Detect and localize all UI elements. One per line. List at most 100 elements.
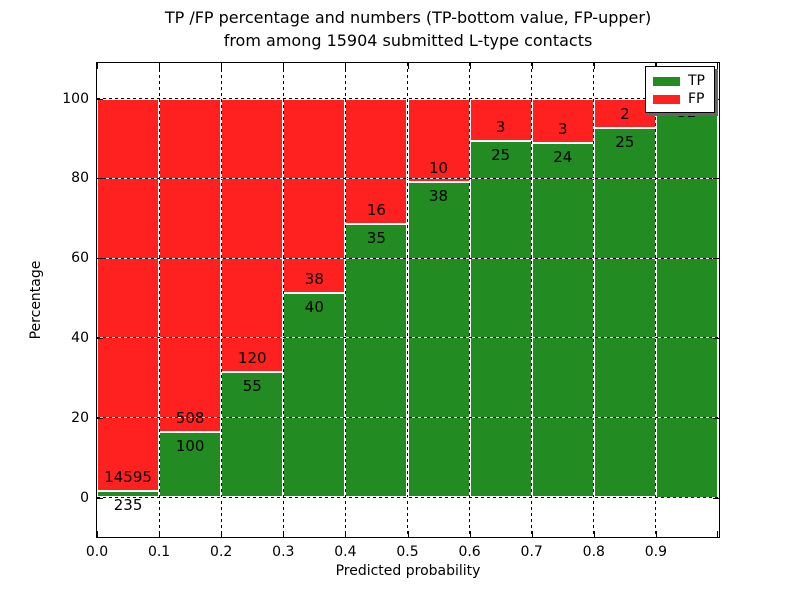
bar-label-fp: 120 — [237, 349, 267, 368]
bar-segment-tp — [345, 223, 408, 498]
bar-label-fp: 3 — [495, 118, 506, 137]
y-tick-mark — [713, 417, 719, 419]
x-tick-label: 0.6 — [458, 544, 481, 560]
x-tick-mark — [469, 531, 471, 537]
x-tick-label: 0.5 — [396, 544, 419, 560]
x-tick-mark — [717, 531, 718, 537]
bar-label-tp: 25 — [491, 146, 511, 165]
bar-segment-tp — [407, 181, 470, 498]
bar-segment-tp — [531, 142, 594, 498]
y-axis-label: Percentage — [28, 260, 44, 340]
bar-segment-fp — [221, 98, 284, 373]
y-tick-label: 0 — [80, 489, 89, 506]
plot-area: 235 14595 100 508 55 120 40 38 35 16 38 10 25 3 24 3 25 2… — [62, 62, 720, 560]
x-axis-label: Predicted probability — [335, 563, 481, 579]
bar-label-tp: 25 — [615, 133, 635, 152]
gridline-vertical — [344, 63, 346, 536]
x-tick-mark — [283, 63, 285, 69]
bar-label-tp: 100 — [175, 436, 205, 455]
bar-segment-fp — [283, 98, 346, 293]
bar-label-fp: 16 — [366, 200, 386, 219]
bar-segment-tp — [221, 372, 284, 498]
bar-label-tp: 235 — [113, 496, 143, 515]
x-tick-mark — [469, 63, 471, 69]
x-tick-mark — [97, 63, 98, 69]
y-tick-mark — [713, 98, 719, 100]
x-tick-label: 0.9 — [644, 544, 668, 560]
x-tick-mark — [407, 63, 409, 69]
gridline-horizontal — [97, 497, 718, 498]
gridline-vertical — [469, 63, 471, 536]
x-tick-mark — [159, 63, 161, 69]
gridline-vertical — [282, 63, 284, 536]
y-tick-label: 100 — [62, 90, 89, 107]
y-tick-mark — [97, 98, 103, 100]
gridline-vertical — [593, 63, 595, 536]
legend-swatch-fp-icon — [653, 94, 680, 104]
x-tick-label: 0.8 — [582, 544, 605, 560]
bar-segment-fp — [407, 98, 470, 182]
y-tick-label: 80 — [71, 170, 89, 187]
bar-segment-tp — [159, 431, 222, 498]
gridline-horizontal — [97, 337, 718, 339]
bar-segment-fp — [345, 98, 408, 224]
chart-title: TP /FP percentage and numbers (TP-bottom… — [96, 6, 720, 52]
x-tick-mark — [655, 531, 657, 537]
bar-segment-fp — [97, 98, 160, 492]
x-tick-mark — [283, 531, 285, 537]
y-tick-mark — [97, 178, 103, 180]
bar-label-tp: 35 — [366, 228, 386, 247]
x-tick-label: 0.0 — [85, 544, 109, 560]
y-tick-mark — [713, 178, 719, 180]
bar-label-tp: 38 — [429, 186, 449, 205]
x-tick-mark — [717, 63, 718, 69]
bar-segment-fp — [469, 98, 532, 142]
bar-label-fp: 10 — [429, 158, 449, 177]
y-tick-mark — [97, 258, 103, 260]
bar-segment-tp — [655, 98, 718, 498]
chart-title-line1: TP /FP percentage and numbers (TP-bottom… — [164, 8, 652, 27]
x-tick-mark — [407, 531, 409, 537]
y-tick-mark — [97, 337, 103, 339]
y-tick-label: 60 — [71, 250, 89, 267]
gridline-horizontal — [97, 257, 718, 259]
x-tick-mark — [345, 63, 347, 69]
legend-item-tp: TP — [646, 72, 714, 90]
y-tick-label: 20 — [71, 409, 89, 426]
x-tick-mark — [221, 531, 223, 537]
y-tick-mark — [713, 337, 719, 339]
legend-item-fp: FP — [646, 90, 714, 108]
x-tick-mark — [345, 531, 347, 537]
x-tick-label: 0.1 — [147, 544, 171, 560]
y-tick-mark — [97, 417, 103, 419]
x-tick-mark — [159, 531, 161, 537]
bar-segment-fp — [531, 98, 594, 143]
y-tick-label: 40 — [71, 329, 89, 346]
y-tick-mark — [97, 497, 103, 499]
bar-segment-fp — [159, 98, 222, 432]
bar-label-tp: 55 — [242, 377, 262, 396]
legend: TP FP — [645, 66, 715, 113]
chart-title-line2: from among 15904 submitted L-type contac… — [223, 31, 593, 50]
legend-swatch-tp-icon — [653, 76, 680, 86]
legend-label-tp: TP — [688, 73, 705, 89]
x-tick-label: 0.2 — [210, 544, 233, 560]
gridline-vertical — [531, 63, 533, 536]
x-tick-mark — [221, 63, 223, 69]
y-tick-mark — [713, 258, 719, 260]
bar-label-fp: 3 — [557, 119, 568, 138]
legend-label-fp: FP — [688, 91, 705, 107]
bar-segment-tp — [97, 491, 160, 498]
bar-label-fp: 38 — [304, 269, 324, 288]
y-tick-mark — [713, 497, 719, 499]
bar-label-fp: 2 — [620, 105, 630, 124]
gridline-vertical — [407, 63, 408, 536]
bar-segment-tp — [469, 141, 532, 498]
gridline-vertical — [220, 63, 222, 536]
x-tick-mark — [593, 531, 595, 537]
bar-label-fp: 14595 — [104, 468, 152, 487]
gridline-horizontal — [97, 417, 718, 419]
x-tick-mark — [593, 63, 595, 69]
x-tick-mark — [531, 63, 533, 69]
